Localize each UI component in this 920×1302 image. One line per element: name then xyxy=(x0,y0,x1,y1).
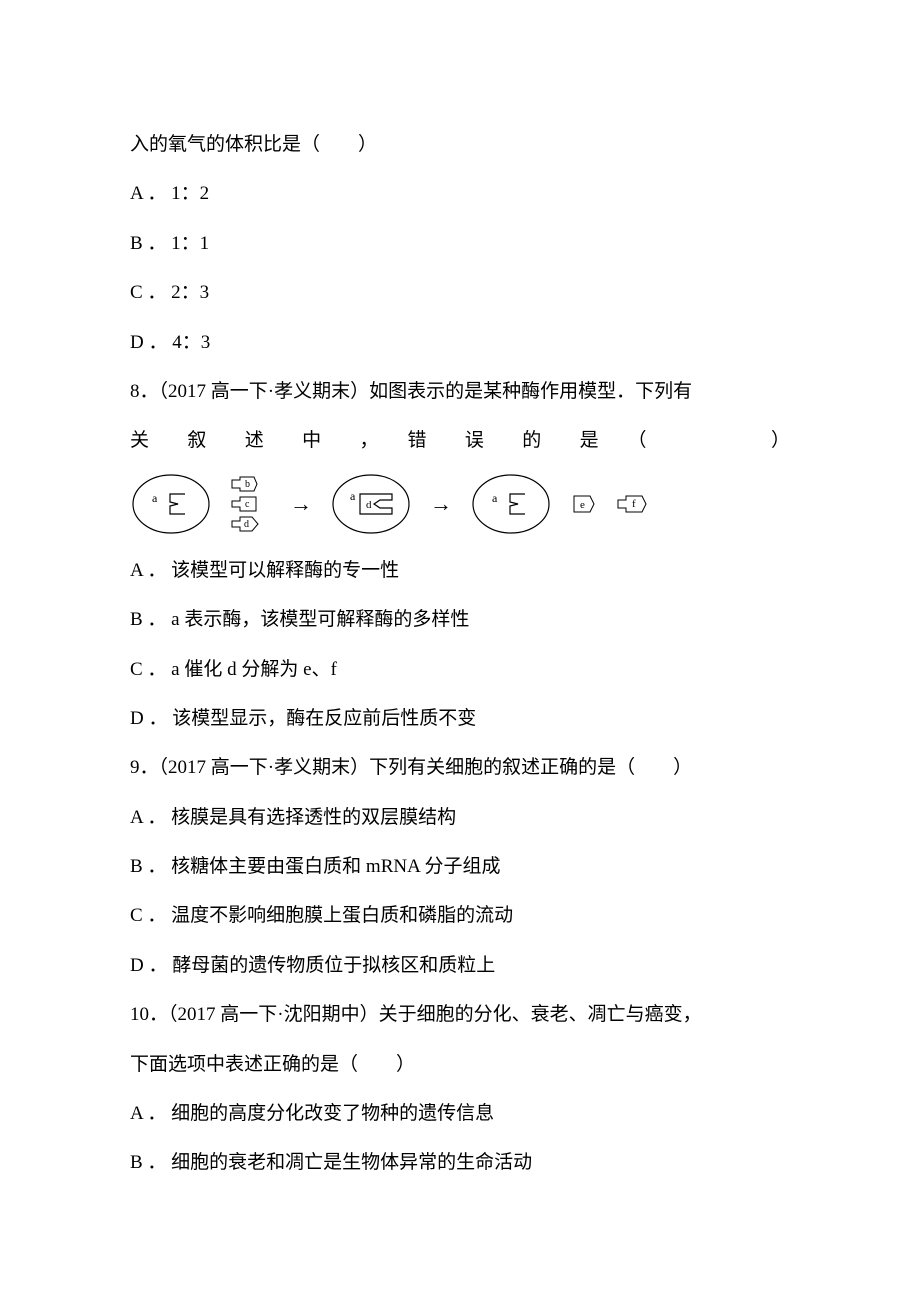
q8-option-a: A ． 该模型可以解释酶的专一性 xyxy=(130,546,790,595)
q8-option-c: C ． a 催化 d 分解为 e、f xyxy=(130,645,790,694)
q7-option-b: B ． 1：1 xyxy=(130,219,790,268)
svg-text:a: a xyxy=(492,491,498,505)
svg-text:f: f xyxy=(632,498,636,510)
arrow-icon: → xyxy=(290,493,312,515)
q7-option-d: D ． 4：3 xyxy=(130,318,790,367)
enzyme-a-label: a xyxy=(152,491,158,505)
q9-option-c: C ． 温度不影响细胞膜上蛋白质和磷脂的流动 xyxy=(130,891,790,940)
q8-option-b: B ． a 表示酶，该模型可解释酶的多样性 xyxy=(130,595,790,644)
q10-stem-line2: 下面选项中表述正确的是（ ） xyxy=(130,1040,790,1089)
q8-stem-line2: 关 叙 述 中 ， 错 误 的 是 （ ） xyxy=(130,416,790,465)
substrate-stack: b c d xyxy=(230,475,272,533)
enzyme-a2-icon: a xyxy=(470,472,552,536)
q8-option-d: D ． 该模型显示，酶在反应前后性质不变 xyxy=(130,694,790,743)
enzyme-complex-icon: a d xyxy=(330,472,412,536)
substrate-b-icon: b xyxy=(230,475,272,493)
q8-stem-line1: 8．（2017 高一下·孝义期末）如图表示的是某种酶作用模型．下列有 xyxy=(130,367,790,416)
svg-text:b: b xyxy=(245,479,250,490)
page: 入的氧气的体积比是（ ） A ． 1：2 B ． 1：1 C ． 2：3 D ．… xyxy=(0,0,920,1302)
svg-text:d: d xyxy=(244,519,249,530)
q10-stem-line1: 10．（2017 高一下·沈阳期中）关于细胞的分化、衰老、凋亡与癌变， xyxy=(130,990,790,1039)
arrow-icon: → xyxy=(430,493,452,515)
q9-stem: 9．（2017 高一下·孝义期末）下列有关细胞的叙述正确的是（ ） xyxy=(130,743,790,792)
svg-text:e: e xyxy=(580,499,585,511)
q7-option-c: C ． 2：3 xyxy=(130,268,790,317)
q9-option-d: D ． 酵母菌的遗传物质位于拟核区和质粒上 xyxy=(130,941,790,990)
q8-diagram: a b c d → a d → xyxy=(130,472,790,536)
q7-stem-cont: 入的氧气的体积比是（ ） xyxy=(130,120,790,169)
substrate-d-icon: d xyxy=(230,515,272,533)
q10-option-b: B ． 细胞的衰老和凋亡是生物体异常的生命活动 xyxy=(130,1138,790,1187)
product-e-icon: e xyxy=(570,490,598,518)
product-f-icon: f xyxy=(616,493,658,515)
svg-text:c: c xyxy=(245,499,250,510)
q10-option-a: A ． 细胞的高度分化改变了物种的遗传信息 xyxy=(130,1089,790,1138)
svg-text:d: d xyxy=(366,499,372,511)
substrate-c-icon: c xyxy=(230,495,272,513)
svg-text:a: a xyxy=(350,489,356,503)
q7-option-a: A ． 1：2 xyxy=(130,169,790,218)
q9-option-b: B ． 核糖体主要由蛋白质和 mRNA 分子组成 xyxy=(130,842,790,891)
q9-option-a: A ． 核膜是具有选择透性的双层膜结构 xyxy=(130,793,790,842)
enzyme-a-icon: a xyxy=(130,472,212,536)
